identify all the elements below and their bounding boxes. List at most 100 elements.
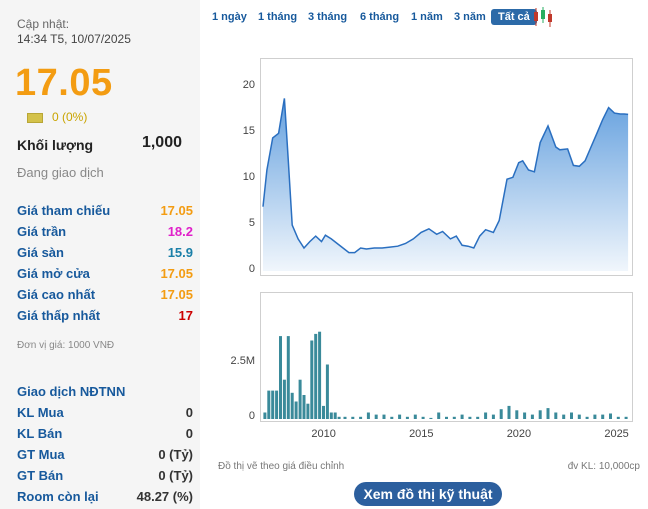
price-y-tick-label: 0 (248, 263, 255, 275)
stat-value: 17.05 (160, 203, 193, 218)
volume-bar (333, 412, 337, 419)
volume-bar (337, 416, 341, 419)
stat-row-ceiling: Giá trần 18.2 (17, 224, 193, 239)
stat-value: 17.05 (160, 287, 193, 302)
adjusted-price-note: Đồ thị vẽ theo giá điều chỉnh (218, 461, 345, 472)
stat-row-floor: Giá sàn 15.9 (17, 245, 193, 260)
price-unit-note: Đơn vị giá: 1000 VNĐ (17, 340, 115, 351)
volume-bar (476, 416, 480, 419)
foreign-value: 0 (Tỷ) (158, 468, 193, 483)
volume-bar (530, 414, 534, 419)
foreign-row-room: Room còn lại 48.27 (%) (17, 489, 193, 504)
volume-bar (322, 405, 325, 419)
volume-bar (275, 390, 279, 419)
volume-bar (499, 409, 503, 419)
volume-unit-note: đv KL: 10,000cp (567, 461, 640, 472)
volume-bar (351, 416, 355, 419)
volume-bar (523, 412, 527, 419)
stat-row-open: Giá mở cửa 17.05 (17, 266, 193, 281)
stat-label: Giá thấp nhất (17, 308, 101, 323)
volume-bar-chart (263, 331, 628, 419)
price-area-chart (262, 98, 629, 272)
tab-3-months[interactable]: 3 tháng (308, 11, 348, 23)
volume-y-tick-label: 0 (248, 410, 255, 422)
foreign-value: 0 (Tỷ) (158, 447, 193, 462)
volume-bar (382, 414, 386, 419)
stat-value: 17 (178, 308, 193, 323)
volume-bar (343, 416, 347, 419)
volume-bar (318, 331, 322, 419)
stat-row-high: Giá cao nhất 17.05 (17, 287, 193, 302)
stat-label: Giá mở cửa (17, 266, 90, 281)
foreign-label: Room còn lại (17, 489, 99, 504)
volume-bar (390, 416, 394, 419)
x-tick-label: 2020 (506, 428, 532, 440)
volume-bar (366, 412, 370, 419)
volume-y-tick-label: 2.5M (230, 355, 255, 368)
candlestick-chart-icon[interactable] (532, 6, 554, 28)
volume-bar (452, 416, 456, 419)
stat-row-low: Giá thấp nhất 17 (17, 308, 193, 323)
stat-value: 17.05 (160, 266, 193, 281)
volume-bar (271, 390, 275, 419)
volume-bar (585, 416, 589, 419)
tab-6-months[interactable]: 6 tháng (360, 11, 400, 23)
volume-chart-frame (260, 292, 633, 422)
foreign-label: GT Bán (17, 468, 64, 483)
tab-1-day[interactable]: 1 ngày (212, 11, 247, 23)
foreign-trading-title: Giao dịch NĐTNN (17, 384, 126, 399)
volume-bar (263, 412, 267, 419)
volume-bar (570, 412, 573, 419)
volume-bar (507, 405, 511, 419)
foreign-row-sell-volume: KL Bán 0 (17, 426, 193, 441)
volume-bar (616, 416, 620, 419)
volume-bar (290, 392, 294, 419)
volume-bar (329, 412, 333, 419)
price-y-tick-label: 20 (242, 79, 255, 92)
tab-all[interactable]: Tất cả (491, 9, 537, 25)
stat-label: Giá sàn (17, 245, 64, 260)
x-tick-label: 2010 (311, 428, 336, 440)
volume-bar (601, 414, 605, 419)
volume-bar (294, 401, 298, 419)
no-change-icon (27, 113, 43, 123)
stat-label: Giá trần (17, 224, 67, 239)
volume-bar (398, 414, 402, 419)
volume-bar (286, 336, 290, 419)
price-area-fill (263, 98, 629, 272)
volume-bar (515, 410, 519, 419)
tab-1-month[interactable]: 1 tháng (258, 11, 298, 23)
foreign-value: 48.27 (%) (136, 489, 193, 504)
volume-bar (421, 416, 425, 419)
updated-label: Cập nhật: (17, 17, 70, 31)
volume-bar (577, 414, 581, 419)
stat-label: Giá cao nhất (17, 287, 96, 302)
foreign-value: 0 (185, 405, 193, 420)
volume-bar (279, 336, 282, 419)
foreign-label: KL Bán (17, 426, 63, 441)
current-price: 17.05 (15, 62, 113, 104)
volume-bar (609, 413, 612, 419)
price-chart-frame (260, 58, 633, 276)
price-change: 0 (0%) (52, 110, 88, 124)
price-y-tick-label: 15 (242, 125, 255, 138)
stat-value: 15.9 (167, 245, 193, 260)
volume-bar (460, 414, 464, 419)
tab-3-years[interactable]: 3 năm (454, 11, 486, 23)
volume-bar (325, 364, 329, 419)
quote-panel: Cập nhật: 14:34 T5, 10/07/2025 17.05 0 (… (0, 0, 200, 509)
price-y-tick-label: 5 (248, 217, 255, 230)
x-tick-label: 2025 (604, 428, 629, 440)
volume-bar (267, 390, 271, 419)
foreign-label: GT Mua (17, 447, 65, 462)
volume-bar (554, 412, 558, 419)
volume-bar (429, 417, 433, 419)
volume-bar (593, 414, 597, 419)
tab-1-year[interactable]: 1 năm (411, 11, 443, 23)
x-tick-label: 2015 (409, 428, 434, 440)
volume-bar (310, 340, 314, 419)
technical-chart-button[interactable]: Xem đồ thị kỹ thuật (354, 482, 502, 506)
foreign-row-buy-volume: KL Mua 0 (17, 405, 193, 420)
volume-bar (484, 412, 488, 419)
stat-label: Giá tham chiếu (17, 203, 111, 218)
